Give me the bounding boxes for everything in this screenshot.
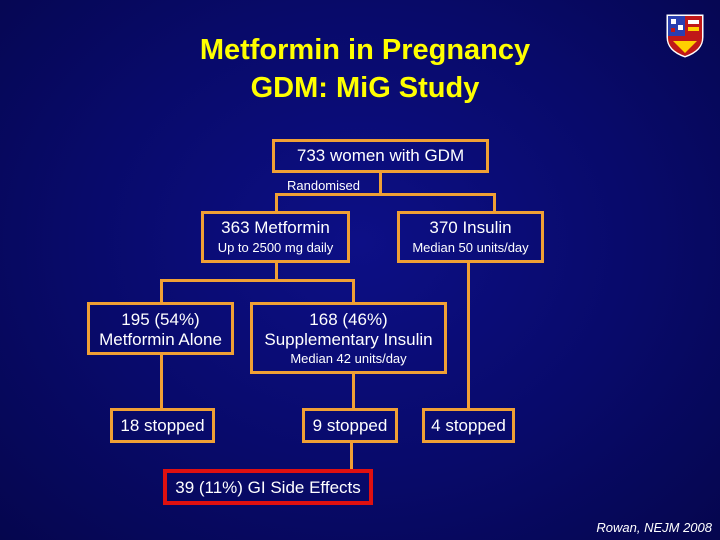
slide-title-line2: GDM: MiG Study [250,72,480,104]
gi-side-effects-label: 39 (11%) GI Side Effects [175,478,361,497]
metformin-arm-dose: Up to 2500 mg daily [217,240,334,255]
connector-insulin-down [467,261,470,410]
slide-title-line1: Metformin in Pregnancy [199,34,531,66]
metformin-arm-label: 363 Metformin [221,218,330,237]
connector-stopped-b-down [350,441,353,469]
metformin-alone-count: 195 (54%) [121,310,200,329]
metformin-alone-box: 195 (54%) Metformin Alone [87,302,234,355]
stopped-supplementary-box: 9 stopped [302,408,398,443]
stopped-metformin-alone-label: 18 stopped [120,416,205,435]
supplementary-insulin-box: 168 (46%) Supplementary Insulin Median 4… [250,302,447,374]
supplementary-dose: Median 42 units/day [290,351,407,366]
connector-alone-down [160,354,163,410]
randomised-label: Randomised [287,178,360,193]
total-women-box: 733 women with GDM [272,139,489,173]
total-women-label: 733 women with GDM [296,146,465,165]
connector-split-horizontal [160,279,355,282]
citation: Rowan, NEJM 2008 [596,520,712,535]
insulin-arm-box: 370 Insulin Median 50 units/day [397,211,544,263]
connector-to-alone [160,279,163,303]
metformin-arm-box: 363 Metformin Up to 2500 mg daily [201,211,350,263]
stopped-metformin-alone-box: 18 stopped [110,408,215,443]
metformin-alone-label: Metformin Alone [99,330,222,349]
connector-top-down [379,171,382,195]
insulin-arm-label: 370 Insulin [429,218,512,237]
insulin-arm-dose: Median 50 units/day [412,240,529,255]
supplementary-count: 168 (46%) [309,310,388,329]
connector-to-metformin [275,193,278,213]
stopped-insulin-label: 4 stopped [431,416,506,435]
stopped-supplementary-label: 9 stopped [312,416,388,435]
connector-to-insulin [493,193,496,213]
connector-randomise-horizontal [275,193,495,196]
connector-metformin-down [275,261,278,281]
stopped-insulin-box: 4 stopped [422,408,515,443]
supplementary-label: Supplementary Insulin [264,330,433,349]
connector-supplementary-down [352,373,355,410]
connector-to-supplementary [352,279,355,303]
gi-side-effects-box: 39 (11%) GI Side Effects [163,469,373,505]
heraldic-crest-icon [666,14,704,58]
